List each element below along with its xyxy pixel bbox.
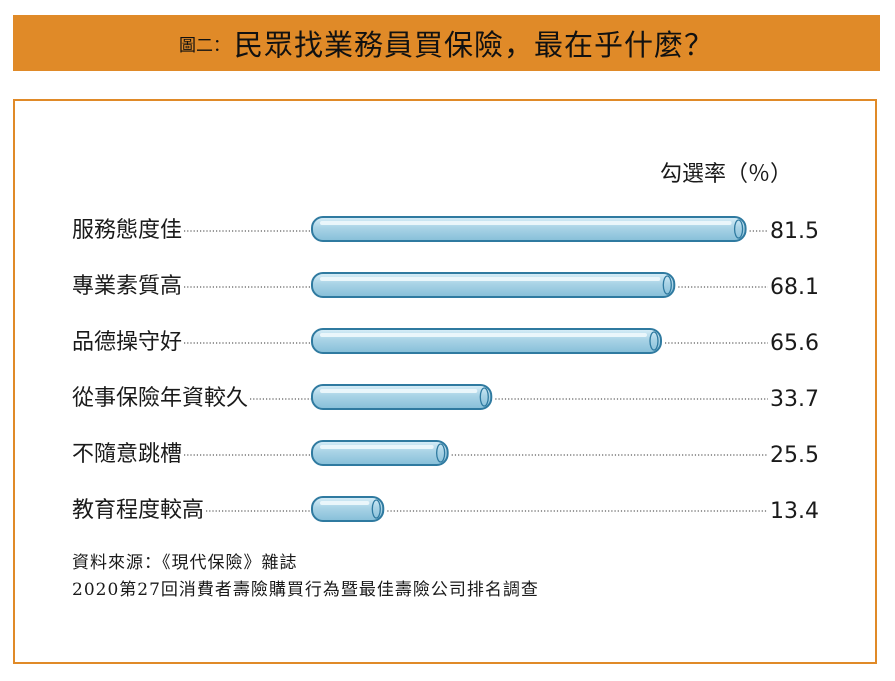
category-label: 服務態度佳 — [72, 218, 182, 243]
bar-row: 專業素質高 68.1 — [72, 272, 819, 300]
value-label: 13.4 — [770, 499, 819, 524]
bar-end-cap — [436, 443, 446, 463]
bar-highlight — [320, 389, 478, 393]
bar-highlight — [320, 445, 434, 449]
bar-row: 不隨意跳槽 25.5 — [72, 440, 819, 468]
chart-title-banner: 圖二： 民眾找業務員買保險，最在乎什麼？ — [13, 15, 880, 71]
bar — [311, 216, 747, 242]
bar-end-cap — [479, 387, 489, 407]
bar-end-cap — [649, 331, 659, 351]
value-label: 25.5 — [770, 443, 819, 468]
source-line-2: 2020第27回消費者壽險購買行為暨最佳壽險公司排名調查 — [72, 580, 539, 600]
bar — [311, 384, 493, 410]
chart-title: 民眾找業務員買保險，最在乎什麼？ — [233, 28, 714, 62]
value-label: 81.5 — [770, 219, 819, 244]
category-label: 品德操守好 — [72, 330, 182, 355]
bar-highlight — [320, 277, 661, 281]
bar-highlight — [320, 333, 647, 337]
bar-highlight — [320, 501, 370, 505]
bar-row: 教育程度較高 13.4 — [72, 496, 819, 524]
bar-end-cap — [371, 499, 381, 519]
bar — [311, 440, 449, 466]
unit-label: 勾選率（％） — [660, 162, 793, 187]
bar-highlight — [320, 221, 732, 225]
bar-row: 品德操守好 65.6 — [72, 328, 819, 356]
source-line-1: 資料來源：《現代保險》雜誌 — [72, 553, 298, 573]
bar — [311, 328, 662, 354]
category-label: 從事保險年資較久 — [72, 386, 248, 411]
category-label: 不隨意跳槽 — [72, 442, 182, 467]
bar-end-cap — [733, 219, 744, 239]
chart-panel — [13, 99, 877, 664]
bar-end-cap — [662, 275, 672, 295]
source-note: 資料來源：《現代保險》雜誌 2020第27回消費者壽險購買行為暨最佳壽險公司排名… — [72, 550, 539, 604]
bar-row: 服務態度佳 81.5 — [72, 216, 819, 244]
figure-label: 圖二： — [178, 35, 230, 56]
value-label: 33.7 — [770, 387, 819, 412]
bar — [311, 272, 676, 298]
value-label: 68.1 — [770, 275, 819, 300]
category-label: 專業素質高 — [72, 274, 182, 299]
bar-row: 從事保險年資較久 33.7 — [72, 384, 819, 412]
value-label: 65.6 — [770, 331, 819, 356]
category-label: 教育程度較高 — [72, 498, 204, 523]
